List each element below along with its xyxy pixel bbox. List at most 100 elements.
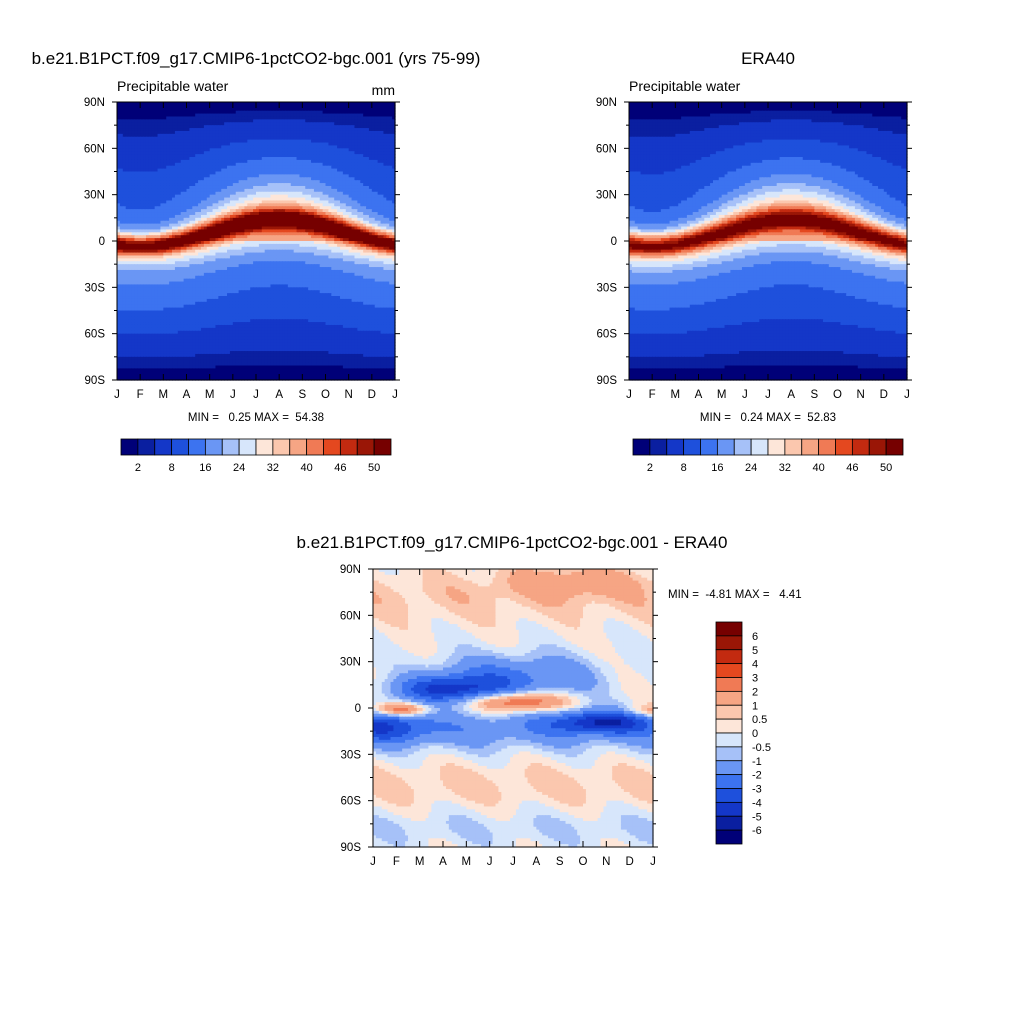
field-cell [215, 102, 219, 106]
field-cell [276, 157, 280, 161]
field-cell [348, 188, 353, 193]
field-cell [389, 185, 393, 190]
field-cell [334, 168, 338, 173]
field-cell [177, 130, 182, 135]
field-cell [273, 151, 277, 155]
field-cell [290, 148, 295, 152]
field-cell [354, 197, 358, 202]
field-cell [316, 197, 321, 202]
field-cell [258, 145, 263, 149]
field-cell [261, 122, 266, 126]
field-cell [371, 183, 376, 187]
field-cell [313, 188, 318, 193]
field-cell [117, 180, 121, 184]
field-cell [345, 104, 350, 109]
field-cell [192, 203, 196, 207]
field-cell [345, 194, 350, 199]
field-cell [134, 125, 138, 129]
field-cell [337, 183, 341, 187]
field-cell [221, 139, 225, 144]
field-cell [218, 139, 222, 144]
field-cell [256, 151, 260, 155]
field-cell [172, 174, 176, 178]
field-cell [267, 165, 272, 170]
field-cell [180, 174, 185, 178]
field-cell [119, 102, 124, 106]
field-cell [163, 203, 167, 207]
field-cell [322, 145, 327, 149]
field-cell [322, 194, 327, 199]
field-cell [117, 206, 121, 210]
field-cell [157, 125, 162, 129]
field-cell [128, 194, 133, 199]
field-cell [374, 157, 379, 161]
field-cell [229, 130, 234, 135]
field-cell [134, 139, 138, 144]
field-cell [183, 194, 188, 199]
field-cell [319, 142, 324, 147]
field-cell [180, 197, 185, 202]
field-cell [163, 168, 167, 173]
field-cell [238, 151, 243, 155]
field-cell [227, 171, 231, 175]
field-cell [221, 180, 225, 184]
field-cell [148, 139, 153, 144]
field-cell [276, 142, 280, 147]
field-cell [224, 125, 228, 129]
field-cell [160, 113, 164, 118]
field-cell [279, 133, 283, 138]
field-cell [386, 125, 390, 129]
field-cell [119, 125, 124, 129]
field-cell [160, 122, 164, 126]
field-cell [392, 157, 396, 161]
field-cell [247, 206, 251, 210]
field-cell [331, 148, 335, 152]
field-cell [351, 206, 356, 210]
field-cell [368, 183, 373, 187]
field-cell [174, 102, 179, 106]
field-cell [128, 171, 133, 175]
field-cell [148, 119, 153, 123]
field-cell [195, 203, 199, 207]
field-cell [276, 116, 280, 120]
field-cell [258, 159, 263, 164]
field-cell [334, 162, 338, 167]
field-cell [308, 154, 312, 158]
field-cell [166, 102, 170, 106]
field-cell [366, 180, 370, 184]
field-cell [160, 185, 164, 190]
field-cell [131, 110, 135, 115]
field-cell [296, 139, 301, 144]
field-cell [264, 194, 269, 199]
field-cell [215, 145, 219, 149]
field-cell [166, 168, 170, 173]
field-cell [299, 200, 303, 204]
field-cell [325, 133, 329, 138]
field-cell [392, 125, 396, 129]
field-cell [206, 206, 211, 210]
field-cell [325, 102, 329, 106]
field-cell [122, 145, 127, 149]
field-cell [131, 171, 135, 175]
field-cell [305, 188, 309, 193]
field-cell [128, 145, 133, 149]
field-cell [148, 107, 153, 112]
field-cell [227, 107, 231, 112]
field-cell [371, 185, 376, 190]
field-cell [229, 154, 234, 158]
field-cell [206, 171, 211, 175]
field-cell [325, 151, 329, 155]
field-cell [392, 168, 396, 173]
field-cell [337, 188, 341, 193]
field-cell [253, 116, 257, 120]
field-cell [354, 194, 358, 199]
field-cell [189, 197, 193, 202]
field-cell [143, 128, 147, 132]
field-cell [368, 159, 373, 164]
field-cell [180, 133, 185, 138]
field-cell [357, 154, 361, 158]
field-cell [154, 183, 159, 187]
field-cell [371, 194, 376, 199]
field-cell [151, 185, 156, 190]
field-cell [339, 125, 344, 129]
